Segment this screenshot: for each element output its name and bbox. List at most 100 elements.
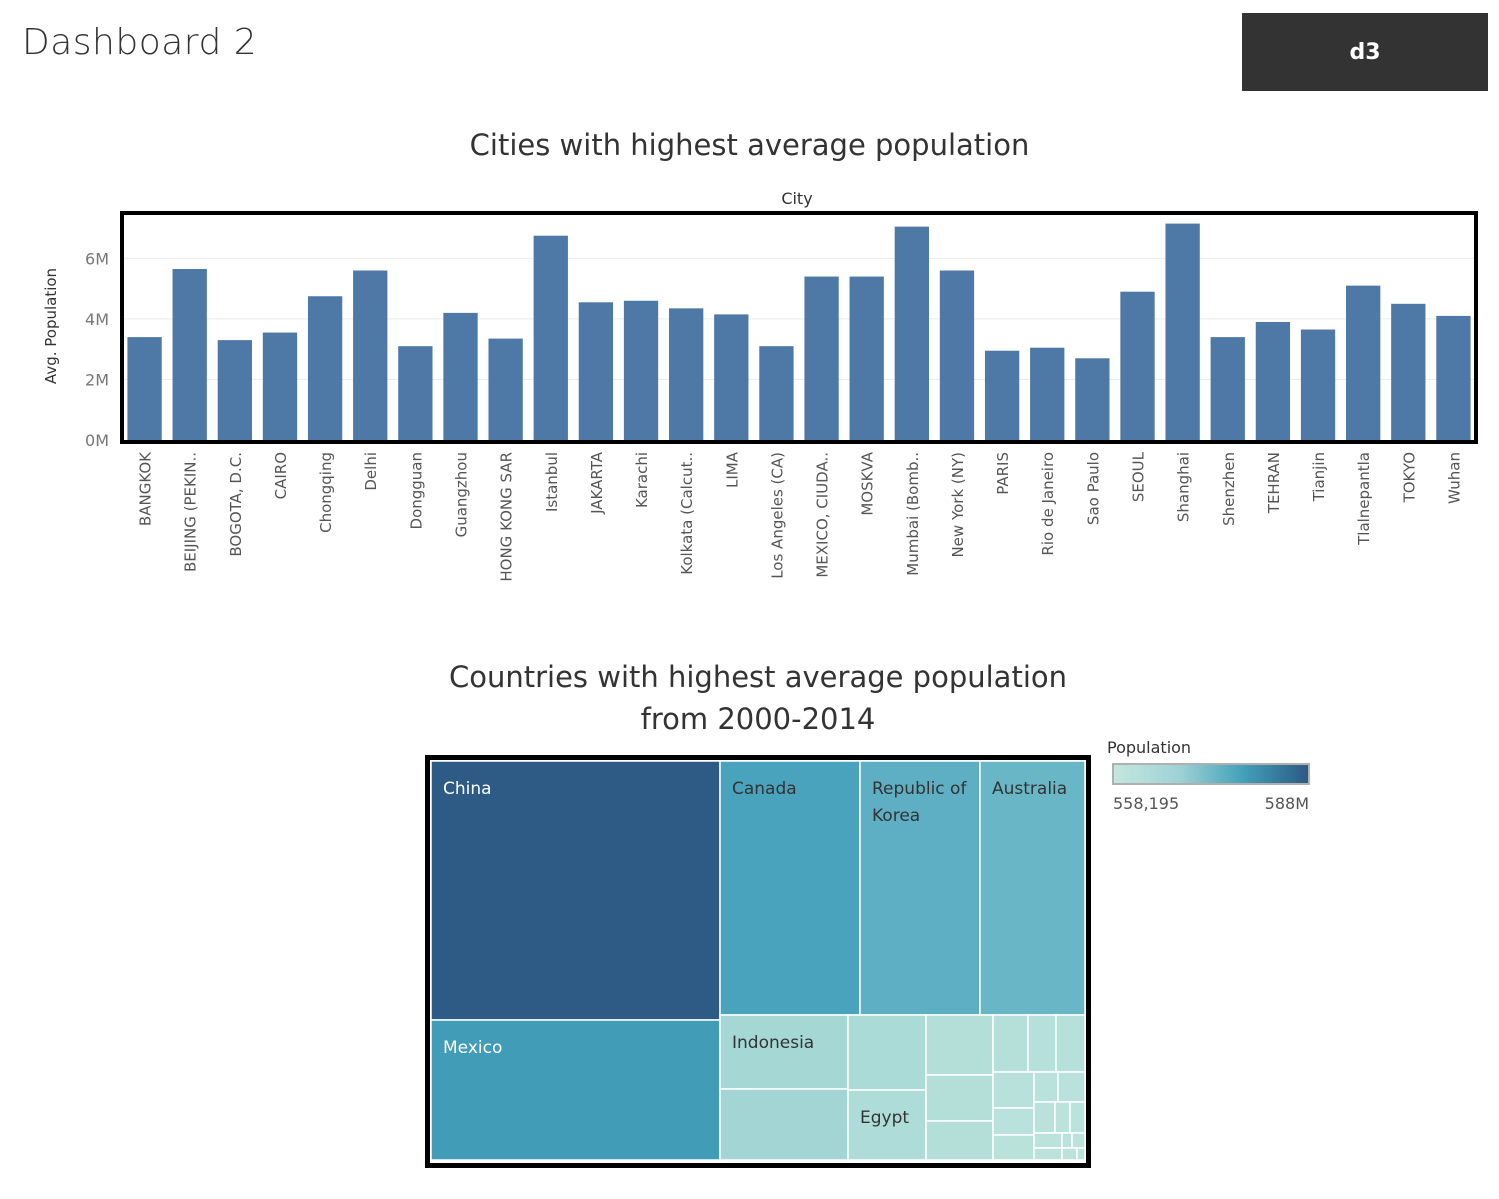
treemap-cell-label: Korea: [872, 806, 920, 826]
x-axis-ticks: BANGKOK BEIJING (PEKIN.. BOGOTA, D.C. CAIRO…: [137, 451, 1464, 582]
bar[interactable]: [127, 337, 162, 440]
bar-chart: City Avg. Population 0M 2M 4M 6M BANGKOK BEI…: [42, 189, 1478, 582]
x-tick-label: Kolkata (Calcut..: [678, 452, 696, 575]
bar[interactable]: [217, 340, 252, 440]
x-tick-label: Rio de Janeiro: [1039, 452, 1057, 556]
x-tick-label: Shanghai: [1175, 452, 1193, 522]
treemap-cell-label: Egypt: [860, 1108, 909, 1128]
y-tick-label: 2M: [85, 370, 109, 389]
bar[interactable]: [1120, 291, 1155, 440]
treemap-cell[interactable]: [1033, 1101, 1056, 1134]
bar[interactable]: [984, 350, 1020, 440]
x-tick-label: BOGOTA, D.C.: [227, 452, 245, 557]
bar[interactable]: [759, 346, 794, 440]
treemap-cell-canada[interactable]: [719, 760, 861, 1016]
y-axis-title: Avg. Population: [42, 268, 60, 384]
treemap-cell-indonesia[interactable]: [719, 1014, 849, 1090]
x-tick-label: TOKYO: [1400, 452, 1418, 503]
legend-color-ramp: [1112, 763, 1310, 785]
treemap-cell[interactable]: [1061, 1132, 1073, 1149]
bar[interactable]: [1030, 347, 1065, 440]
bar[interactable]: [1210, 337, 1245, 440]
treemap-cell[interactable]: [1054, 1101, 1071, 1134]
x-tick-label: Sao Paulo: [1084, 452, 1102, 525]
x-tick-label: CAIRO: [272, 452, 290, 499]
x-tick-label: Istanbul: [543, 452, 561, 512]
treemap-cell[interactable]: [1076, 1147, 1086, 1161]
bar[interactable]: [488, 338, 523, 440]
bar[interactable]: [804, 276, 839, 440]
treemap-cell-mexico[interactable]: [430, 1019, 721, 1161]
treemap-cell[interactable]: [1033, 1132, 1063, 1149]
bar[interactable]: [398, 346, 433, 440]
x-tick-label: Karachi: [633, 452, 651, 508]
x-tick-label: PARIS: [994, 452, 1012, 495]
x-tick-label: SEOUL: [1130, 451, 1148, 502]
bars: [127, 223, 1471, 440]
treemap-cell-label: Mexico: [443, 1038, 502, 1058]
bar[interactable]: [1075, 358, 1110, 440]
bar[interactable]: [939, 270, 975, 440]
bar[interactable]: [172, 268, 207, 440]
x-tick-label: Chongqing: [317, 452, 335, 533]
treemap-cell[interactable]: [1057, 1071, 1086, 1103]
bar[interactable]: [1346, 285, 1381, 440]
x-axis-title: City: [781, 189, 812, 208]
bar[interactable]: [307, 296, 343, 440]
treemap-cell[interactable]: [925, 1120, 994, 1161]
x-tick-label: MOSKVA: [859, 451, 877, 515]
treemap-cell-label: Canada: [732, 779, 797, 799]
bar[interactable]: [533, 235, 568, 440]
treemap-cell[interactable]: [847, 1014, 927, 1091]
treemap-cell[interactable]: [1061, 1147, 1078, 1161]
x-tick-label: Mumbai (Bomb..: [904, 452, 922, 576]
population-legend: Population 558,195 588M: [1107, 738, 1317, 828]
x-tick-label: Tianjin: [1310, 452, 1328, 502]
bar[interactable]: [353, 270, 388, 440]
bar[interactable]: [1436, 315, 1471, 440]
treemap-cell[interactable]: [1033, 1147, 1063, 1161]
x-tick-label: Delhi: [362, 452, 380, 491]
y-tick-label: 6M: [85, 249, 109, 268]
treemap-cell-egypt[interactable]: [847, 1089, 927, 1161]
x-tick-label: BEIJING (PEKIN..: [182, 452, 200, 572]
x-tick-label: JAKARTA: [588, 451, 606, 515]
bar[interactable]: [1391, 303, 1426, 440]
treemap-cell[interactable]: [925, 1014, 994, 1076]
treemap-cell-australia[interactable]: [979, 760, 1086, 1016]
treemap-cell[interactable]: [1071, 1132, 1086, 1149]
bar[interactable]: [714, 314, 749, 440]
treemap-cell-china[interactable]: [430, 760, 721, 1021]
treemap-cell[interactable]: [925, 1074, 994, 1122]
d3-button[interactable]: d3: [1242, 13, 1488, 91]
bar[interactable]: [669, 308, 704, 440]
treemap-cell-label: China: [443, 779, 492, 799]
bar[interactable]: [623, 300, 659, 440]
bar[interactable]: [262, 332, 298, 440]
treemap-cell-republic-of-korea[interactable]: [859, 760, 981, 1016]
bar[interactable]: [1300, 329, 1336, 440]
x-tick-label: TEHRAN: [1265, 452, 1283, 514]
legend-title: Population: [1107, 738, 1192, 757]
treemap-cell[interactable]: [719, 1088, 849, 1161]
treemap-cell[interactable]: [992, 1107, 1035, 1136]
x-tick-label: Los Angeles (CA): [768, 452, 786, 579]
bar[interactable]: [849, 276, 884, 440]
treemap-cell-label: Australia: [992, 779, 1067, 799]
treemap-cell[interactable]: [992, 1071, 1035, 1109]
treemap-cell-label: Indonesia: [732, 1033, 814, 1053]
treemap-cell[interactable]: [1027, 1014, 1057, 1073]
bar[interactable]: [578, 302, 614, 440]
bar[interactable]: [1255, 321, 1291, 440]
treemap-cell[interactable]: [1055, 1014, 1086, 1073]
bar[interactable]: [1165, 223, 1200, 440]
treemap-cell[interactable]: [992, 1014, 1029, 1073]
bar[interactable]: [443, 312, 478, 440]
y-tick-label: 4M: [85, 310, 109, 329]
x-tick-label: BANGKOK: [137, 451, 155, 526]
bar[interactable]: [894, 226, 929, 440]
treemap-cell[interactable]: [1033, 1071, 1059, 1103]
treemap-cell[interactable]: [992, 1134, 1035, 1161]
treemap-cell[interactable]: [1069, 1101, 1086, 1134]
x-tick-label: Guangzhou: [453, 452, 471, 537]
